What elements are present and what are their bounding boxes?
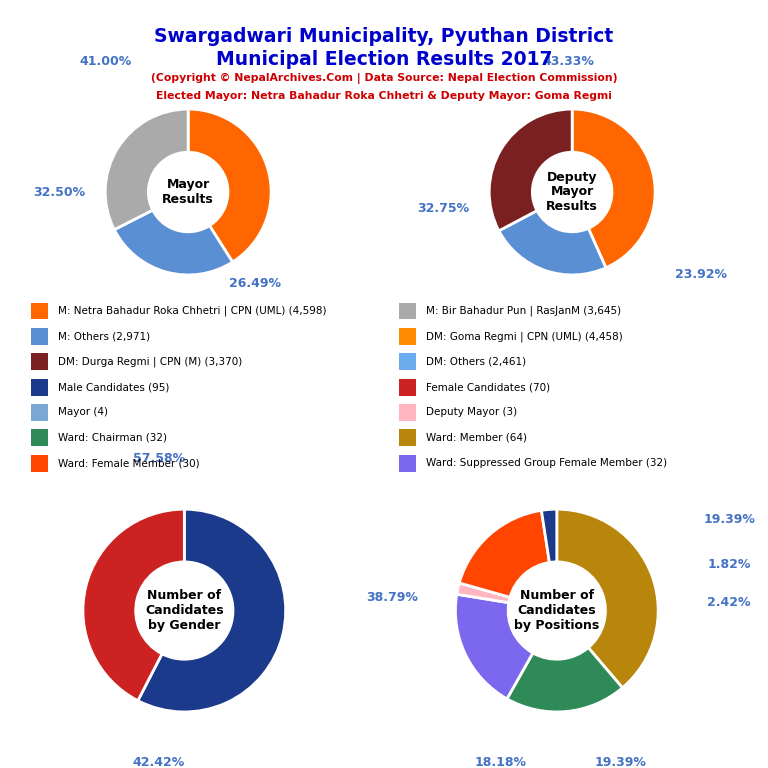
- Text: Deputy Mayor (3): Deputy Mayor (3): [426, 407, 518, 418]
- Text: Number of
Candidates
by Gender: Number of Candidates by Gender: [145, 589, 223, 632]
- Wedge shape: [457, 583, 510, 603]
- Text: M: Others (2,971): M: Others (2,971): [58, 331, 150, 342]
- Text: (Copyright © NepalArchives.Com | Data Source: Nepal Election Commission): (Copyright © NepalArchives.Com | Data So…: [151, 73, 617, 84]
- Text: 26.49%: 26.49%: [229, 276, 280, 290]
- Wedge shape: [541, 509, 557, 562]
- Text: 19.39%: 19.39%: [594, 756, 646, 768]
- Text: Swargadwari Municipality, Pyuthan District: Swargadwari Municipality, Pyuthan Distri…: [154, 27, 614, 46]
- Text: 18.18%: 18.18%: [475, 756, 527, 768]
- Wedge shape: [83, 509, 184, 700]
- Text: 38.79%: 38.79%: [366, 591, 418, 604]
- Text: Female Candidates (70): Female Candidates (70): [426, 382, 551, 392]
- Text: Ward: Member (64): Ward: Member (64): [426, 432, 528, 443]
- Text: Municipal Election Results 2017: Municipal Election Results 2017: [216, 50, 552, 69]
- Wedge shape: [507, 647, 622, 712]
- Text: DM: Others (2,461): DM: Others (2,461): [426, 356, 526, 367]
- Wedge shape: [557, 509, 658, 688]
- Text: Male Candidates (95): Male Candidates (95): [58, 382, 169, 392]
- Text: Deputy
Mayor
Results: Deputy Mayor Results: [546, 170, 598, 214]
- Text: Mayor
Results: Mayor Results: [162, 178, 214, 206]
- Text: 32.75%: 32.75%: [418, 202, 470, 215]
- Text: Mayor (4): Mayor (4): [58, 407, 108, 418]
- Wedge shape: [572, 109, 655, 268]
- Text: 57.58%: 57.58%: [133, 452, 185, 465]
- Text: 19.39%: 19.39%: [703, 513, 755, 526]
- Wedge shape: [188, 109, 271, 262]
- Text: 41.00%: 41.00%: [79, 55, 131, 68]
- Wedge shape: [105, 109, 188, 230]
- Text: 43.33%: 43.33%: [542, 55, 594, 68]
- Text: 32.50%: 32.50%: [34, 186, 86, 198]
- Text: DM: Goma Regmi | CPN (UML) (4,458): DM: Goma Regmi | CPN (UML) (4,458): [426, 331, 623, 342]
- Text: Number of
Candidates
by Positions: Number of Candidates by Positions: [514, 589, 600, 632]
- Text: M: Bir Bahadur Pun | RasJanM (3,645): M: Bir Bahadur Pun | RasJanM (3,645): [426, 306, 621, 316]
- Text: 23.92%: 23.92%: [675, 269, 727, 281]
- Wedge shape: [489, 109, 572, 231]
- Wedge shape: [137, 509, 286, 712]
- Text: Elected Mayor: Netra Bahadur Roka Chhetri & Deputy Mayor: Goma Regmi: Elected Mayor: Netra Bahadur Roka Chhetr…: [156, 91, 612, 101]
- Text: DM: Durga Regmi | CPN (M) (3,370): DM: Durga Regmi | CPN (M) (3,370): [58, 356, 242, 367]
- Text: 42.42%: 42.42%: [133, 756, 185, 768]
- Wedge shape: [459, 511, 549, 598]
- Text: 1.82%: 1.82%: [707, 558, 751, 571]
- Text: Ward: Chairman (32): Ward: Chairman (32): [58, 432, 167, 443]
- Text: Ward: Female Member (30): Ward: Female Member (30): [58, 458, 199, 468]
- Text: M: Netra Bahadur Roka Chhetri | CPN (UML) (4,598): M: Netra Bahadur Roka Chhetri | CPN (UML…: [58, 306, 326, 316]
- Wedge shape: [455, 594, 533, 699]
- Text: 2.42%: 2.42%: [707, 597, 751, 610]
- Wedge shape: [114, 210, 233, 275]
- Wedge shape: [499, 210, 606, 275]
- Text: Ward: Suppressed Group Female Member (32): Ward: Suppressed Group Female Member (32…: [426, 458, 667, 468]
